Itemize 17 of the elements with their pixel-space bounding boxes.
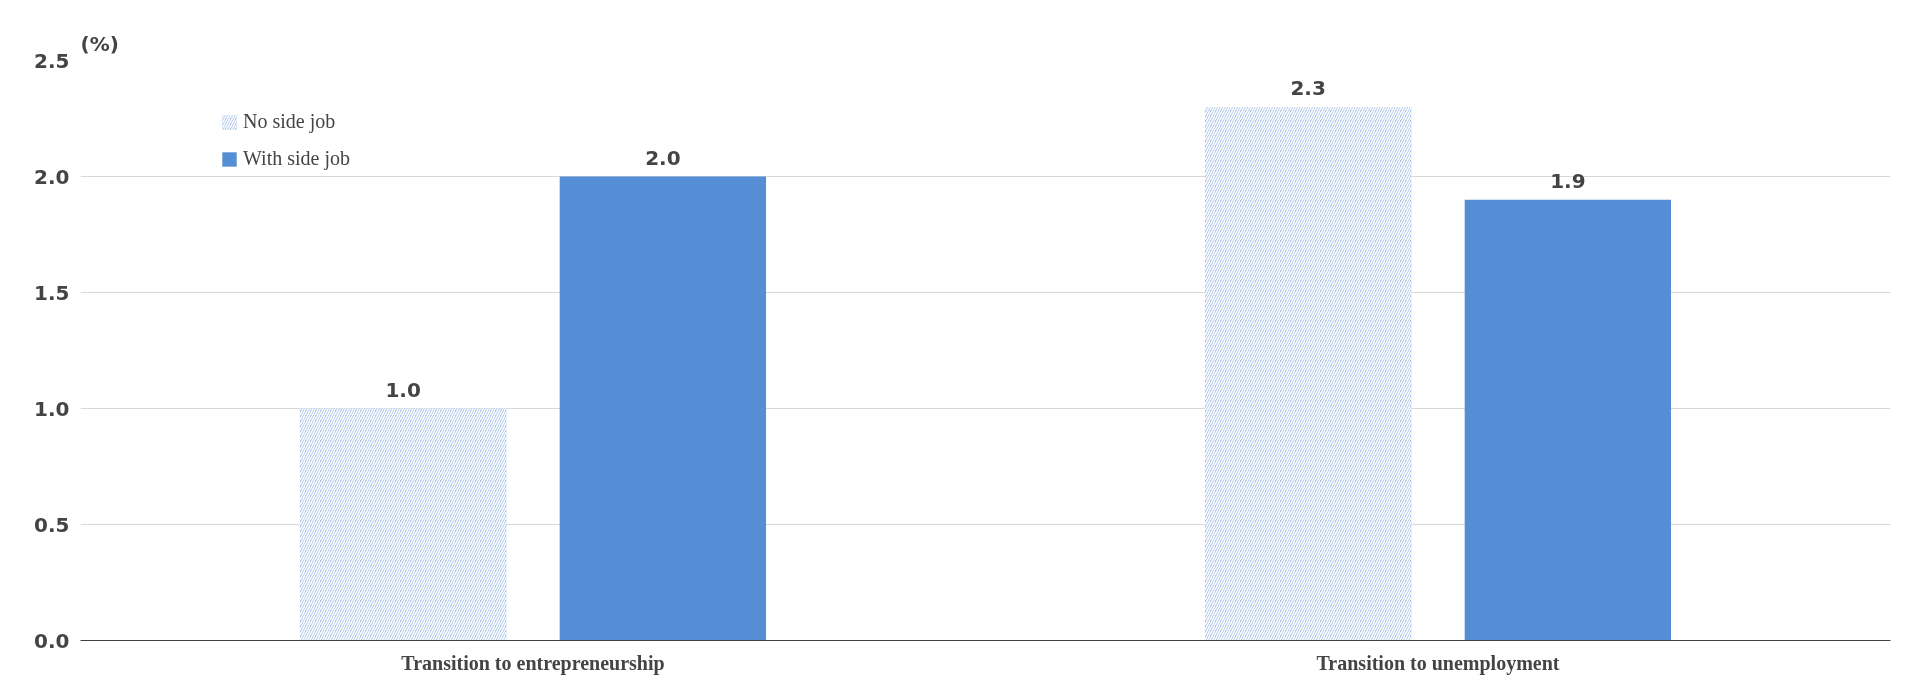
y-tick-label: 0.5	[34, 512, 70, 537]
x-tick-label: Transition to unemployment	[1316, 651, 1560, 675]
y-tick-label: 1.5	[34, 280, 70, 305]
data-label: 2.3	[1290, 75, 1326, 100]
y-axis-title: (%)	[80, 31, 119, 56]
bar	[1464, 199, 1672, 641]
y-tick-label: 0.0	[34, 628, 70, 653]
data-label: 1.0	[385, 377, 421, 402]
legend-label: With side job	[243, 147, 350, 170]
y-tick-label: 2.0	[34, 164, 70, 189]
data-label: 2.0	[645, 145, 681, 170]
data-label: 1.9	[1550, 168, 1586, 193]
y-tick-label: 1.0	[34, 396, 70, 421]
x-tick-label: Transition to entrepreneurship	[401, 651, 665, 675]
y-tick-label: 2.5	[34, 48, 70, 73]
legend-label: No side job	[243, 110, 336, 133]
bar	[559, 176, 767, 641]
